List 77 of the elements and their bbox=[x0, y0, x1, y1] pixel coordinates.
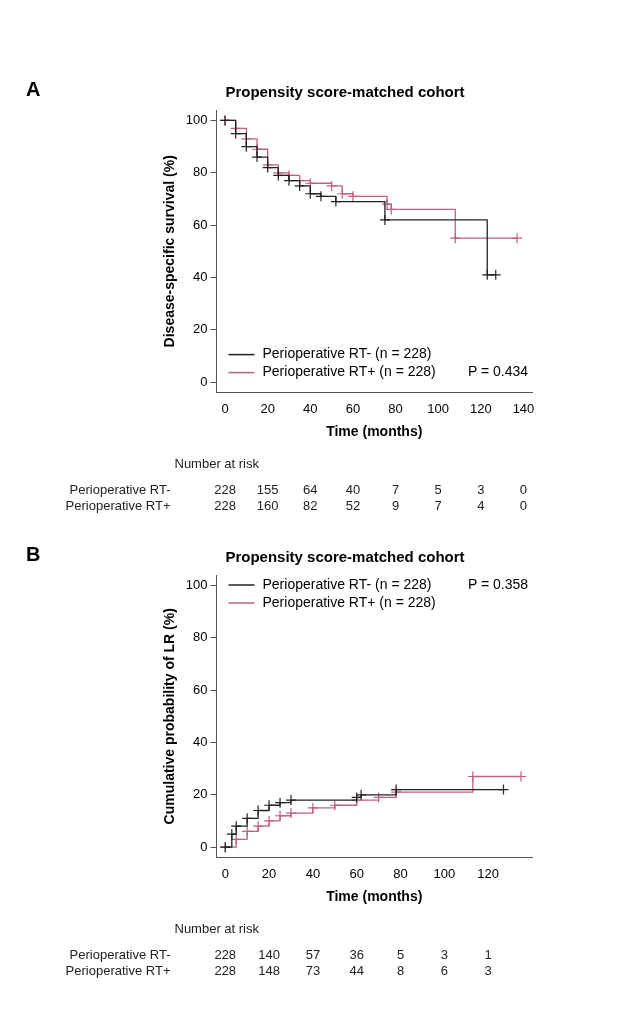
text: 228 bbox=[214, 482, 236, 498]
text: 44 bbox=[349, 963, 364, 979]
annotation: P = 0.358 bbox=[467, 575, 529, 592]
x-tick-label: 60 bbox=[345, 400, 361, 416]
y-tick-label: 0 bbox=[200, 373, 208, 389]
text: 3 bbox=[477, 482, 485, 498]
x-tick-label: 80 bbox=[393, 865, 408, 881]
y-tick-label: 80 bbox=[193, 164, 208, 180]
text: Perioperative RT- bbox=[69, 947, 171, 963]
y-tick-label: 0 bbox=[200, 838, 208, 854]
x-tick-label: 100 bbox=[433, 865, 456, 881]
x-tick-label: 120 bbox=[469, 400, 492, 416]
text: 9 bbox=[391, 498, 400, 514]
text: Number at risk bbox=[174, 456, 260, 472]
text: 82 bbox=[303, 498, 318, 514]
y-tick-label: 60 bbox=[193, 216, 208, 232]
y-axis-title: Disease-specific survival (%) bbox=[161, 155, 178, 348]
text: 148 bbox=[258, 963, 280, 979]
text: 1 bbox=[484, 947, 492, 963]
x-tick-label: 0 bbox=[221, 400, 229, 416]
text: Perioperative RT- bbox=[69, 482, 171, 498]
text: Perioperative RT+ bbox=[65, 498, 171, 514]
text: 228 bbox=[214, 947, 237, 963]
text: 7 bbox=[434, 498, 442, 514]
x-tick-label: 80 bbox=[388, 400, 403, 416]
text: 228 bbox=[214, 963, 237, 979]
text: 3 bbox=[484, 963, 492, 979]
x-tick-label: 20 bbox=[261, 865, 277, 881]
text: 6 bbox=[440, 963, 448, 979]
text: A bbox=[26, 77, 41, 100]
text: 5 bbox=[434, 482, 442, 498]
text: 160 bbox=[256, 498, 279, 514]
y-tick-label: 40 bbox=[193, 734, 208, 750]
x-tick-label: 100 bbox=[427, 400, 450, 416]
text: 228 bbox=[214, 498, 236, 514]
text: 5 bbox=[396, 947, 405, 963]
text: 140 bbox=[258, 947, 280, 963]
y-tick-label: 40 bbox=[193, 269, 208, 285]
text: 4 bbox=[477, 498, 485, 514]
chart-title: Propensity score-matched cohort bbox=[225, 83, 465, 101]
legend-label: Perioperative RT+ (n = 228) bbox=[262, 363, 436, 380]
x-tick-label: 120 bbox=[477, 865, 500, 881]
x-axis-title: Time (months) bbox=[326, 888, 423, 905]
text: 3 bbox=[440, 947, 448, 963]
text: 40 bbox=[345, 482, 361, 498]
legend-label: Perioperative RT+ (n = 228) bbox=[262, 593, 436, 610]
chart-title: Propensity score-matched cohort bbox=[225, 548, 465, 566]
text: 57 bbox=[305, 947, 321, 963]
x-tick-label: 40 bbox=[303, 400, 318, 416]
legend-label: Perioperative RT- (n = 228) bbox=[262, 345, 432, 362]
text: 52 bbox=[345, 498, 361, 514]
x-tick-label: 0 bbox=[221, 865, 229, 881]
text: 0 bbox=[519, 482, 528, 498]
text: 36 bbox=[349, 947, 364, 963]
annotation: P = 0.434 bbox=[467, 363, 529, 380]
text: 64 bbox=[303, 482, 318, 498]
text: Perioperative RT+ bbox=[65, 963, 171, 979]
y-tick-label: 100 bbox=[185, 112, 208, 128]
text: 8 bbox=[396, 963, 405, 979]
x-tick-label: 20 bbox=[260, 400, 275, 416]
text: 73 bbox=[305, 963, 321, 979]
legend-label: Perioperative RT- (n = 228) bbox=[262, 575, 432, 592]
y-tick-label: 60 bbox=[193, 681, 208, 697]
text: 7 bbox=[391, 482, 400, 498]
y-tick-label: 80 bbox=[193, 629, 208, 645]
x-tick-label: 60 bbox=[349, 865, 364, 881]
y-tick-label: 20 bbox=[193, 786, 208, 802]
text: B bbox=[26, 542, 41, 565]
x-axis-title: Time (months) bbox=[326, 423, 423, 440]
x-tick-label: 40 bbox=[305, 865, 321, 881]
x-tick-label: 140 bbox=[512, 400, 535, 416]
text: 0 bbox=[519, 498, 528, 514]
text: 155 bbox=[256, 482, 279, 498]
y-tick-label: 20 bbox=[193, 321, 208, 337]
y-tick-label: 100 bbox=[185, 577, 208, 593]
text: Number at risk bbox=[174, 921, 260, 937]
y-axis-title: Cumulative probability of LR (%) bbox=[161, 608, 178, 825]
